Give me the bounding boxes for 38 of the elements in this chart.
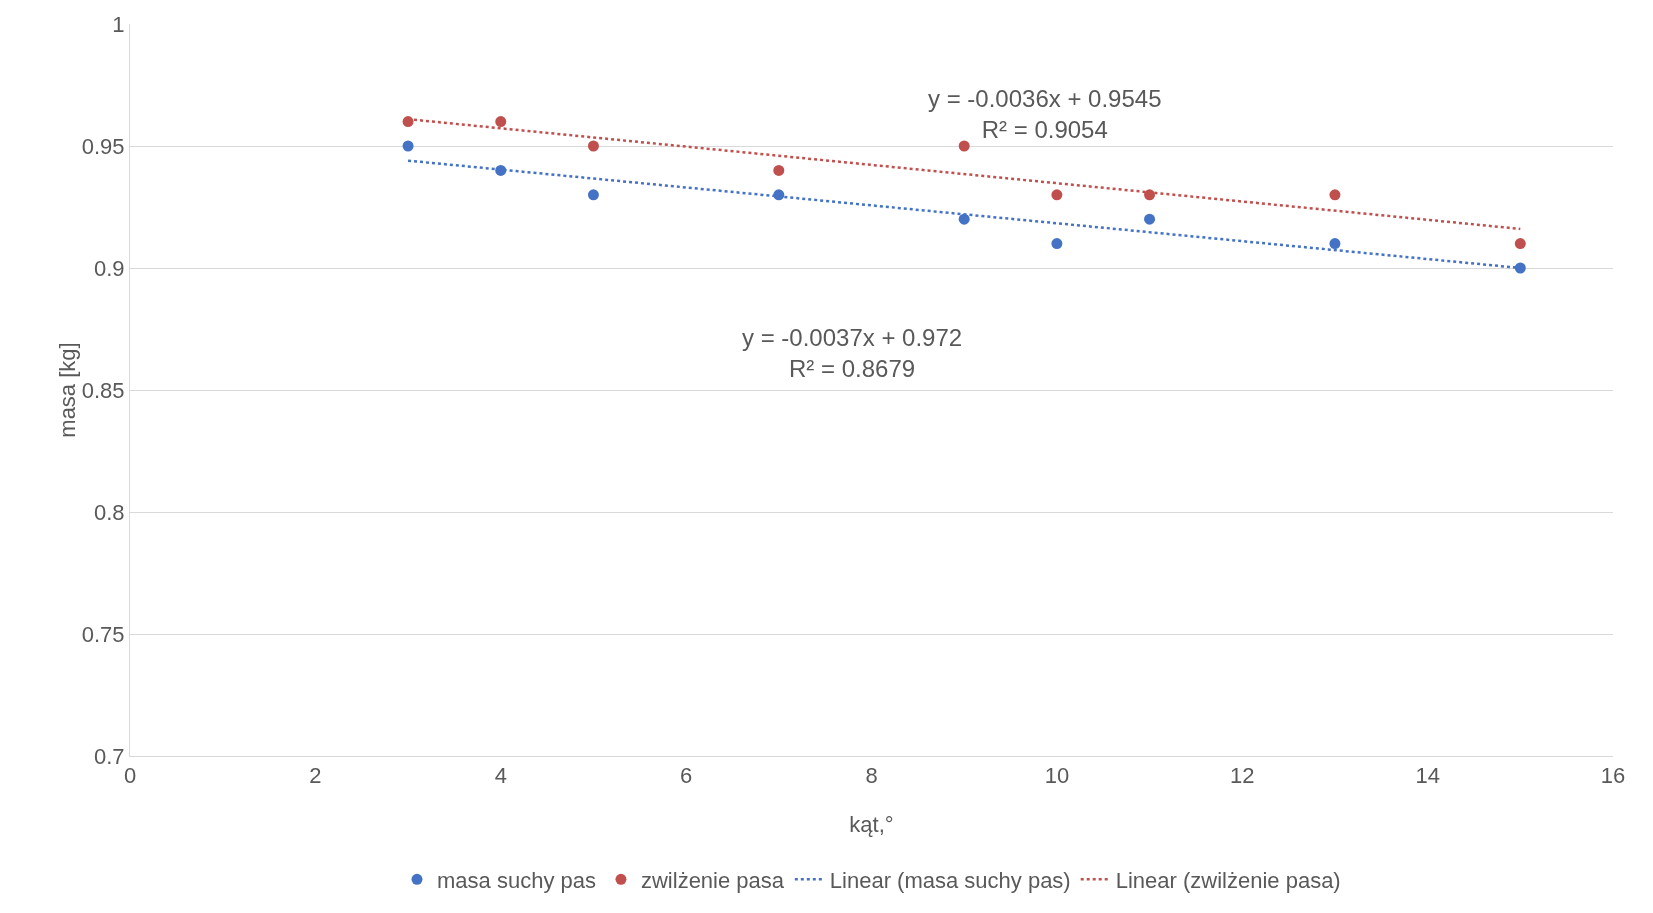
point [1051, 238, 1063, 250]
y-axis-title: masa [kg] [54, 342, 80, 438]
point [587, 189, 599, 201]
x-tick-label: 2 [309, 763, 322, 789]
x-axis-title: kąt,° [849, 812, 894, 837]
point [1514, 238, 1526, 250]
y-tick-label: 0.8 [94, 499, 125, 525]
point [958, 140, 970, 152]
x-tick-label: 6 [680, 763, 693, 789]
legend-label: masa suchy pas [437, 867, 596, 893]
point [1051, 189, 1063, 201]
x-tick-label: 10 [1044, 763, 1070, 789]
annotation: y = -0.0036x + 0.9545 R² = 0.9054 [928, 85, 1162, 144]
annotation: y = -0.0037x + 0.972 R² = 0.8679 [742, 324, 963, 383]
point [1514, 262, 1526, 274]
point [495, 116, 507, 128]
y-tick-label: 0.85 [81, 377, 125, 403]
legend-label: Linear (zwilżenie pasa) [1115, 867, 1341, 893]
y-tick-label: 0.7 [94, 743, 125, 769]
x-tick-label: 12 [1230, 763, 1255, 789]
point [587, 140, 599, 152]
x-tick-label: 0 [123, 763, 137, 789]
point [1329, 189, 1341, 201]
y-tick-label: 0.9 [94, 255, 125, 281]
point [1144, 213, 1156, 225]
y-tick-label: 0.75 [81, 621, 125, 647]
legend-label: zwilżenie pasa [640, 867, 785, 893]
x-tick-label: 8 [865, 763, 878, 789]
x-tick-label: 14 [1415, 763, 1440, 789]
point [1329, 238, 1341, 250]
y-tick-label: 1 [112, 11, 125, 37]
point [773, 164, 785, 176]
x-tick-label: 16 [1600, 763, 1626, 789]
point [402, 140, 414, 152]
point [958, 213, 970, 225]
y-tick-label: 0.95 [81, 133, 125, 159]
x-tick-label: 4 [494, 763, 507, 789]
legend-label: Linear (masa suchy pas) [829, 867, 1071, 893]
